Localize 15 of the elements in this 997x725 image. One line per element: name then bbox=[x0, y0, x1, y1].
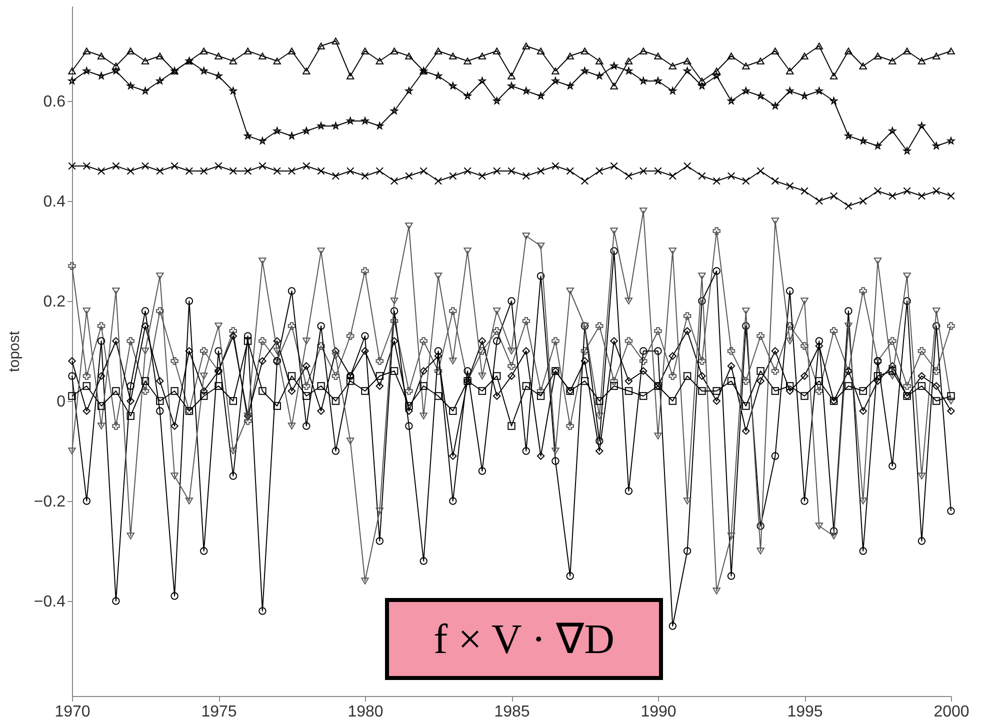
x-tick-label: 1975 bbox=[201, 704, 237, 720]
y-axis-title: topost bbox=[6, 330, 23, 372]
y-tick-label: 0.6 bbox=[43, 94, 66, 110]
x-tick-label: 1985 bbox=[494, 704, 530, 720]
x-tick-label: 1995 bbox=[787, 704, 823, 720]
y-tick-label: −0.2 bbox=[34, 494, 66, 510]
y-tick-label: 0.4 bbox=[43, 194, 66, 210]
y-tick-label: 0 bbox=[56, 394, 66, 410]
annotation: f × V · ∇D bbox=[385, 598, 663, 680]
x-tick-label: 2000 bbox=[934, 704, 970, 720]
x-tick-label: 1970 bbox=[54, 704, 90, 720]
y-tick-label: −0.4 bbox=[34, 594, 66, 610]
x-tick-label: 1980 bbox=[348, 704, 384, 720]
y-tick-label: 0.2 bbox=[43, 294, 66, 310]
x-tick-label: 1990 bbox=[640, 704, 676, 720]
